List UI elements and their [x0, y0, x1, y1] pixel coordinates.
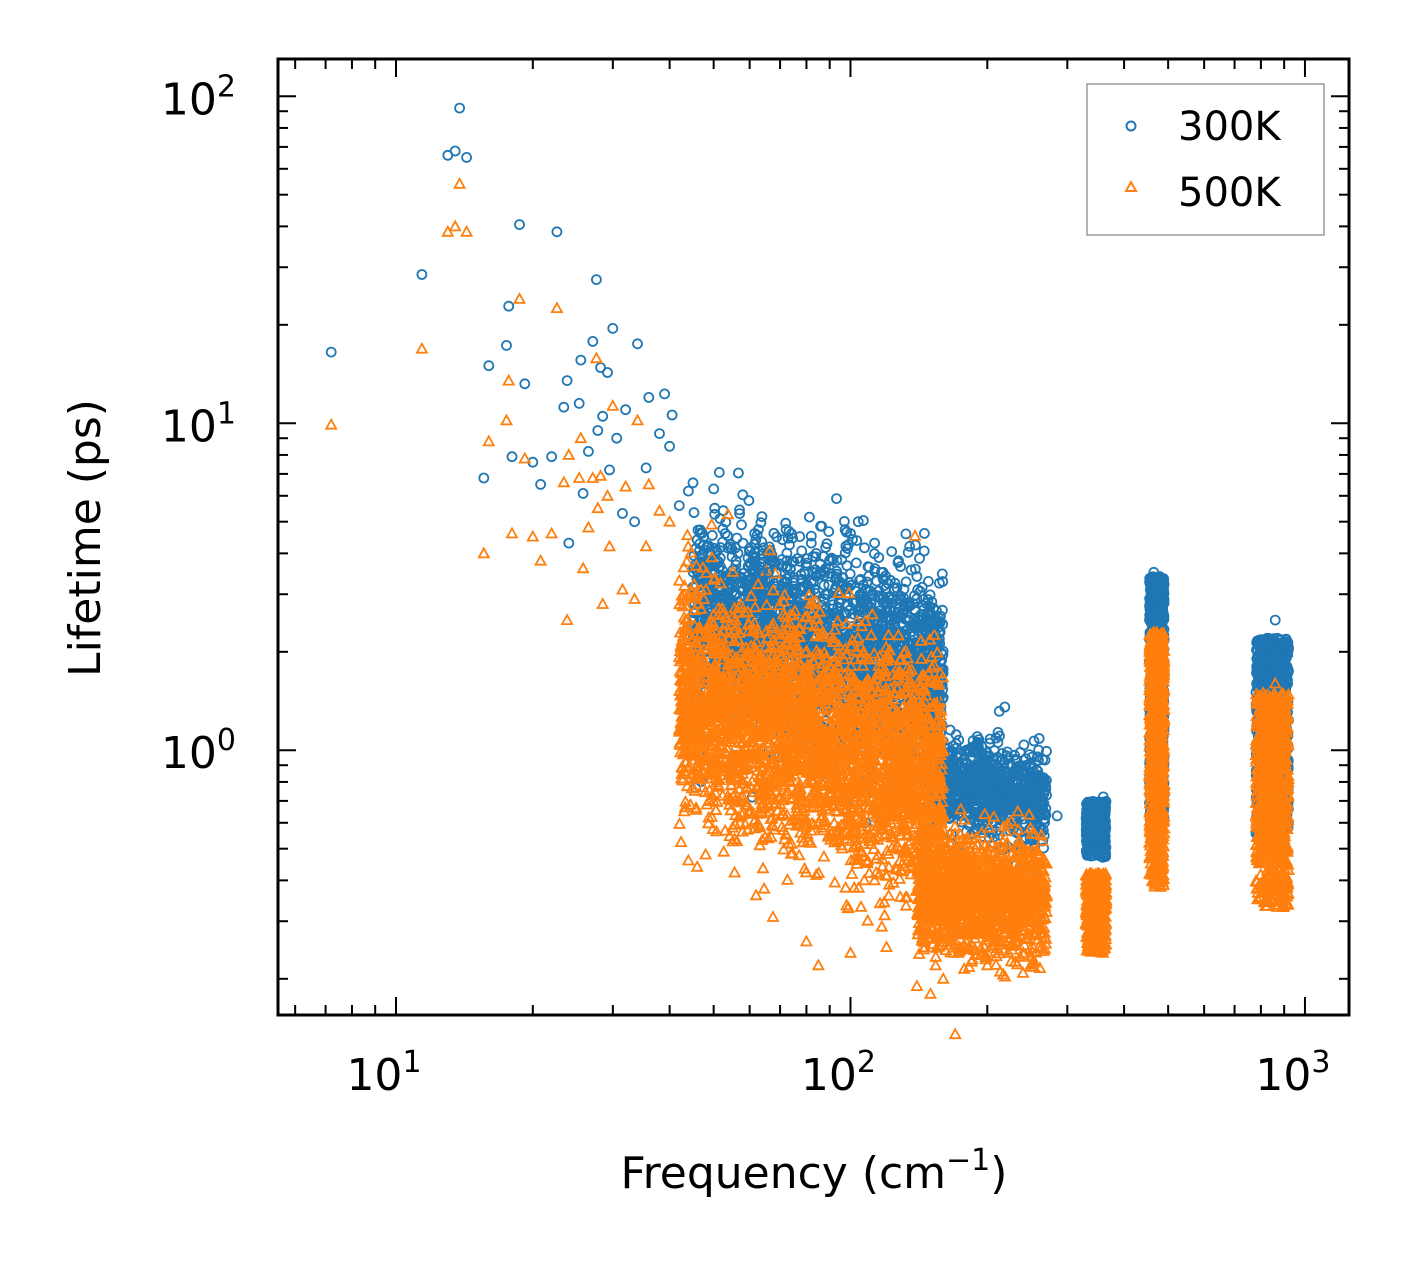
series-band-300K	[1080, 796, 1112, 863]
point-300k	[794, 556, 806, 567]
point-300k	[749, 538, 760, 550]
point-300k	[900, 576, 912, 588]
point-300k	[750, 534, 762, 546]
point-300k	[923, 576, 934, 587]
point-300k	[836, 554, 848, 565]
point-300k	[726, 551, 738, 562]
point-300k	[903, 615, 914, 626]
point-300k	[797, 581, 808, 593]
point-300k	[730, 559, 742, 571]
point-300k	[764, 541, 775, 553]
point-300k	[706, 530, 718, 541]
point-300k	[709, 502, 721, 514]
point-300k	[771, 531, 783, 543]
point-300k	[918, 545, 930, 557]
point-300k	[831, 555, 843, 566]
point-300k	[755, 517, 767, 528]
point-300k	[905, 564, 917, 576]
point-300k	[850, 557, 862, 569]
point-300k	[882, 578, 894, 590]
point-300k	[784, 569, 796, 581]
point-300k	[894, 606, 905, 618]
point-300k	[733, 467, 744, 479]
point-300k	[823, 526, 835, 537]
point-300k	[859, 542, 870, 554]
point-300k	[919, 528, 930, 539]
point-300k	[902, 547, 914, 558]
point-300k	[900, 528, 912, 540]
point-300k	[734, 508, 745, 519]
point-300k	[801, 557, 813, 569]
point-300k	[787, 532, 798, 544]
point-300k	[936, 568, 948, 580]
point-300k	[776, 575, 787, 586]
point-300k	[726, 543, 738, 555]
point-300k	[913, 620, 924, 632]
point-300k	[787, 556, 798, 568]
point-300k	[821, 538, 833, 550]
point-300k	[777, 534, 788, 546]
point-300k	[743, 495, 755, 507]
point-300k	[713, 466, 725, 478]
point-300k	[877, 593, 889, 605]
point-300k	[786, 528, 797, 540]
point-300k	[924, 589, 936, 601]
point-300k	[886, 546, 898, 557]
point-300k	[687, 477, 699, 489]
point-300k	[805, 530, 817, 542]
point-300k	[734, 504, 745, 516]
point-300k	[893, 555, 904, 567]
point-300k	[934, 577, 945, 589]
point-300k	[869, 548, 880, 560]
point-300k	[839, 516, 850, 527]
data-points-layer	[324, 102, 1296, 1040]
point-300k	[908, 637, 919, 649]
point-300k	[826, 552, 837, 564]
point-300k	[688, 507, 700, 518]
point-300k	[711, 545, 723, 557]
point-300k	[914, 553, 925, 564]
point-300k	[815, 520, 826, 532]
point-300k	[910, 563, 921, 575]
